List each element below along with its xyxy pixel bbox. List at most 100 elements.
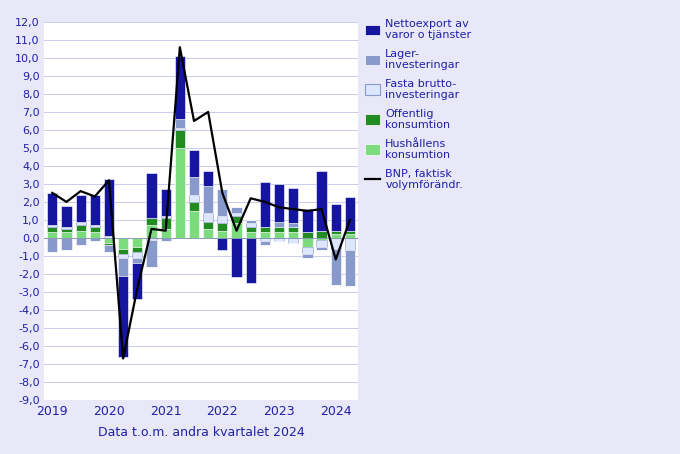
Bar (90, 232, 100, 238)
Bar (330, 249, 341, 285)
Bar (104, 178, 114, 236)
Bar (203, 222, 214, 229)
Bar (274, 232, 284, 238)
Bar (245, 220, 256, 223)
Bar (330, 231, 341, 234)
Bar (245, 223, 256, 227)
Bar (90, 227, 100, 232)
Bar (132, 238, 142, 247)
Bar (90, 225, 100, 227)
Bar (316, 171, 326, 231)
Bar (345, 231, 355, 234)
X-axis label: Data t.o.m. andra kvartalet 2024: Data t.o.m. andra kvartalet 2024 (98, 426, 305, 439)
Bar (203, 186, 214, 212)
Bar (160, 189, 171, 216)
Bar (61, 238, 71, 251)
Bar (316, 238, 326, 240)
Bar (231, 223, 241, 238)
Bar (61, 229, 71, 232)
Bar (260, 227, 270, 232)
Bar (203, 171, 214, 186)
Bar (175, 56, 185, 119)
Bar (231, 212, 241, 216)
Bar (245, 232, 256, 238)
Bar (303, 247, 313, 254)
Bar (189, 195, 199, 202)
Bar (118, 276, 129, 357)
Bar (146, 218, 156, 225)
Bar (146, 238, 156, 240)
Bar (75, 238, 86, 245)
Bar (118, 249, 129, 254)
Bar (118, 238, 129, 249)
Bar (303, 238, 313, 247)
Bar (146, 240, 156, 266)
Bar (203, 212, 214, 222)
Bar (160, 238, 171, 242)
Bar (47, 232, 57, 238)
Bar (47, 225, 57, 227)
Bar (245, 227, 256, 232)
Bar (288, 232, 299, 238)
Bar (231, 207, 241, 212)
Bar (260, 242, 270, 245)
Bar (104, 238, 114, 243)
Bar (260, 238, 270, 242)
Bar (274, 227, 284, 232)
Bar (146, 225, 156, 238)
Bar (104, 243, 114, 245)
Bar (288, 188, 299, 223)
Bar (217, 223, 228, 231)
Bar (132, 258, 142, 263)
Bar (189, 177, 199, 195)
Bar (104, 236, 114, 238)
Bar (217, 189, 228, 216)
Bar (330, 238, 341, 249)
Bar (260, 182, 270, 227)
Bar (47, 193, 57, 225)
Legend: Nettoexport av
varor o tjänster, Lager-
investeringar, Fasta brutto-
investering: Nettoexport av varor o tjänster, Lager- … (361, 15, 476, 195)
Bar (47, 238, 57, 252)
Bar (217, 238, 228, 251)
Bar (160, 229, 171, 238)
Bar (274, 238, 284, 242)
Bar (274, 222, 284, 227)
Bar (175, 130, 185, 148)
Bar (303, 209, 313, 232)
Bar (175, 148, 185, 238)
Bar (118, 258, 129, 276)
Bar (303, 232, 313, 238)
Bar (75, 195, 86, 222)
Bar (189, 202, 199, 211)
Bar (345, 238, 355, 251)
Bar (288, 227, 299, 232)
Bar (132, 252, 142, 258)
Bar (90, 195, 100, 225)
Bar (189, 211, 199, 238)
Bar (104, 245, 114, 252)
Bar (132, 247, 142, 252)
Bar (260, 232, 270, 238)
Bar (146, 173, 156, 218)
Bar (274, 184, 284, 222)
Bar (330, 234, 341, 238)
Bar (231, 216, 241, 223)
Bar (90, 238, 100, 242)
Bar (231, 238, 241, 277)
Bar (203, 229, 214, 238)
Bar (47, 227, 57, 232)
Bar (132, 263, 142, 299)
Bar (160, 218, 171, 229)
Bar (61, 206, 71, 227)
Bar (75, 222, 86, 225)
Bar (217, 231, 228, 238)
Bar (316, 231, 326, 238)
Bar (316, 240, 326, 247)
Bar (330, 204, 341, 231)
Bar (175, 119, 185, 128)
Bar (118, 254, 129, 258)
Bar (61, 232, 71, 238)
Bar (61, 227, 71, 229)
Bar (75, 225, 86, 231)
Bar (175, 128, 185, 130)
